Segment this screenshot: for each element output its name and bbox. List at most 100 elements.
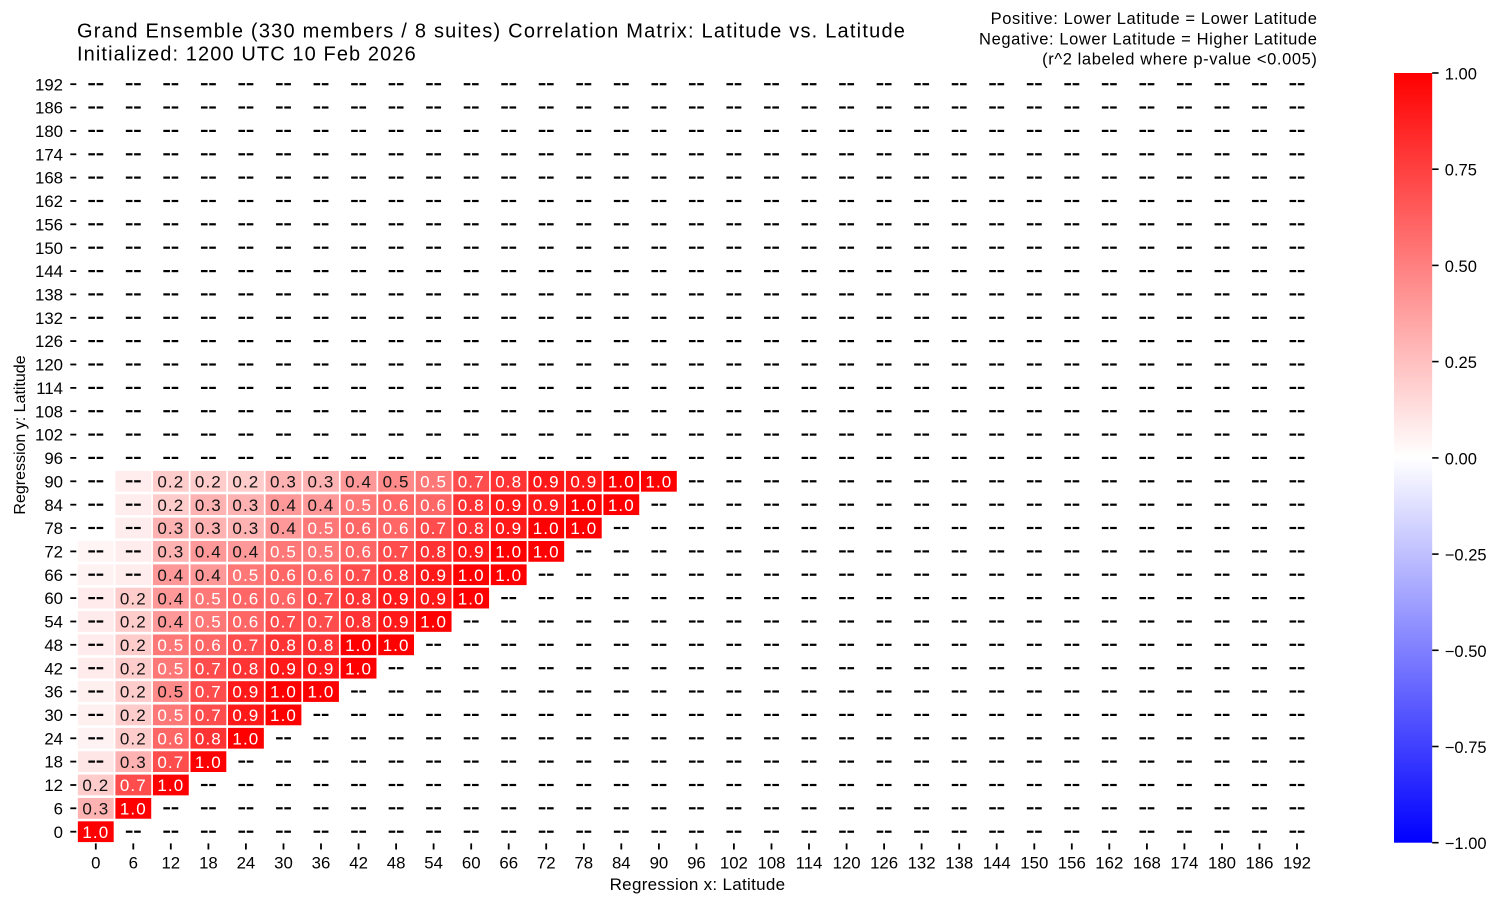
svg-text:60: 60 <box>44 589 63 608</box>
svg-text:0.9: 0.9 <box>458 543 485 562</box>
svg-text:0.7: 0.7 <box>270 613 297 632</box>
svg-text:1.0: 1.0 <box>82 823 109 842</box>
svg-text:156: 156 <box>35 215 63 234</box>
svg-text:0.4: 0.4 <box>270 496 297 515</box>
svg-text:96: 96 <box>44 449 63 468</box>
svg-text:1.0: 1.0 <box>232 730 259 749</box>
svg-text:48: 48 <box>387 854 406 873</box>
svg-text:0.8: 0.8 <box>345 589 372 608</box>
svg-text:0.7: 0.7 <box>157 753 184 772</box>
svg-text:0.6: 0.6 <box>232 589 259 608</box>
svg-text:0.5: 0.5 <box>195 613 222 632</box>
svg-text:Regression y: Latitude: Regression y: Latitude <box>12 355 29 514</box>
svg-text:174: 174 <box>1170 854 1198 873</box>
svg-text:0.5: 0.5 <box>308 519 335 538</box>
svg-text:192: 192 <box>35 75 63 94</box>
svg-text:0.9: 0.9 <box>232 706 259 725</box>
svg-text:0.50: 0.50 <box>1445 258 1477 276</box>
svg-text:0.4: 0.4 <box>308 496 335 515</box>
svg-text:0.3: 0.3 <box>157 519 184 538</box>
svg-text:0.3: 0.3 <box>82 800 109 819</box>
svg-text:0.9: 0.9 <box>420 589 447 608</box>
svg-text:0.7: 0.7 <box>308 589 335 608</box>
svg-text:0.9: 0.9 <box>495 496 522 515</box>
svg-text:0.7: 0.7 <box>458 473 485 492</box>
svg-text:0.5: 0.5 <box>383 473 410 492</box>
svg-text:0.6: 0.6 <box>345 543 372 562</box>
svg-text:0.6: 0.6 <box>345 519 372 538</box>
svg-text:0.5: 0.5 <box>157 683 184 702</box>
svg-text:0.8: 0.8 <box>495 473 522 492</box>
svg-text:0.8: 0.8 <box>420 543 447 562</box>
svg-text:0.2: 0.2 <box>120 613 147 632</box>
svg-text:24: 24 <box>44 729 63 748</box>
svg-text:174: 174 <box>35 145 63 164</box>
svg-text:0.4: 0.4 <box>195 566 222 585</box>
svg-text:0.5: 0.5 <box>157 636 184 655</box>
svg-text:180: 180 <box>1208 854 1236 873</box>
svg-text:Regression x: Latitude: Regression x: Latitude <box>610 875 786 894</box>
svg-text:1.0: 1.0 <box>308 683 335 702</box>
svg-text:0.2: 0.2 <box>120 730 147 749</box>
svg-text:0.5: 0.5 <box>195 589 222 608</box>
svg-text:132: 132 <box>908 854 936 873</box>
svg-text:0.9: 0.9 <box>383 589 410 608</box>
svg-text:0.5: 0.5 <box>232 566 259 585</box>
svg-text:186: 186 <box>1246 854 1274 873</box>
svg-text:1.0: 1.0 <box>495 543 522 562</box>
svg-text:1.0: 1.0 <box>345 636 372 655</box>
svg-text:0.75: 0.75 <box>1445 162 1477 180</box>
svg-text:Grand Ensemble (330 members /: Grand Ensemble (330 members / 8 suites) … <box>77 21 906 43</box>
svg-text:150: 150 <box>35 239 63 258</box>
svg-text:0.7: 0.7 <box>120 776 147 795</box>
svg-text:6: 6 <box>129 854 138 873</box>
svg-text:0.4: 0.4 <box>195 543 222 562</box>
svg-text:18: 18 <box>44 753 63 772</box>
svg-text:108: 108 <box>758 854 786 873</box>
svg-text:Positive: Lower Latitude = Low: Positive: Lower Latitude = Lower Latitud… <box>991 10 1318 28</box>
svg-text:114: 114 <box>36 379 63 398</box>
svg-text:1.0: 1.0 <box>608 473 635 492</box>
svg-text:0.8: 0.8 <box>345 613 372 632</box>
svg-text:0.7: 0.7 <box>308 613 335 632</box>
svg-text:12: 12 <box>161 854 180 873</box>
svg-text:78: 78 <box>574 854 593 873</box>
svg-text:36: 36 <box>312 854 331 873</box>
svg-text:96: 96 <box>687 854 706 873</box>
svg-text:0.3: 0.3 <box>270 473 297 492</box>
svg-text:6: 6 <box>54 799 63 818</box>
svg-text:90: 90 <box>44 472 63 491</box>
svg-text:0.3: 0.3 <box>195 519 222 538</box>
svg-text:192: 192 <box>1283 854 1311 873</box>
svg-text:0.3: 0.3 <box>195 496 222 515</box>
svg-text:0.4: 0.4 <box>232 543 259 562</box>
svg-text:−1.00: −1.00 <box>1445 835 1487 853</box>
svg-text:0.7: 0.7 <box>345 566 372 585</box>
svg-text:24: 24 <box>237 854 256 873</box>
svg-text:1.0: 1.0 <box>195 753 222 772</box>
svg-text:66: 66 <box>499 854 518 873</box>
svg-text:0.4: 0.4 <box>157 613 184 632</box>
svg-text:186: 186 <box>35 99 63 118</box>
svg-text:180: 180 <box>35 122 63 141</box>
svg-text:0.7: 0.7 <box>195 706 222 725</box>
svg-text:78: 78 <box>44 519 63 538</box>
svg-text:0: 0 <box>91 854 100 873</box>
svg-text:0.9: 0.9 <box>533 473 560 492</box>
svg-text:1.00: 1.00 <box>1445 66 1477 84</box>
svg-text:0.9: 0.9 <box>383 613 410 632</box>
svg-text:−0.50: −0.50 <box>1445 643 1487 661</box>
svg-text:1.0: 1.0 <box>570 496 597 515</box>
svg-text:0.5: 0.5 <box>345 496 372 515</box>
svg-text:0.2: 0.2 <box>157 473 184 492</box>
svg-text:0.3: 0.3 <box>120 753 147 772</box>
svg-text:48: 48 <box>44 636 63 655</box>
svg-text:138: 138 <box>35 286 63 305</box>
svg-text:0.5: 0.5 <box>420 473 447 492</box>
svg-text:144: 144 <box>983 854 1011 873</box>
svg-text:162: 162 <box>1095 854 1123 873</box>
svg-text:30: 30 <box>44 706 63 725</box>
svg-text:0.4: 0.4 <box>270 519 297 538</box>
svg-text:1.0: 1.0 <box>420 613 447 632</box>
svg-text:66: 66 <box>44 566 63 585</box>
